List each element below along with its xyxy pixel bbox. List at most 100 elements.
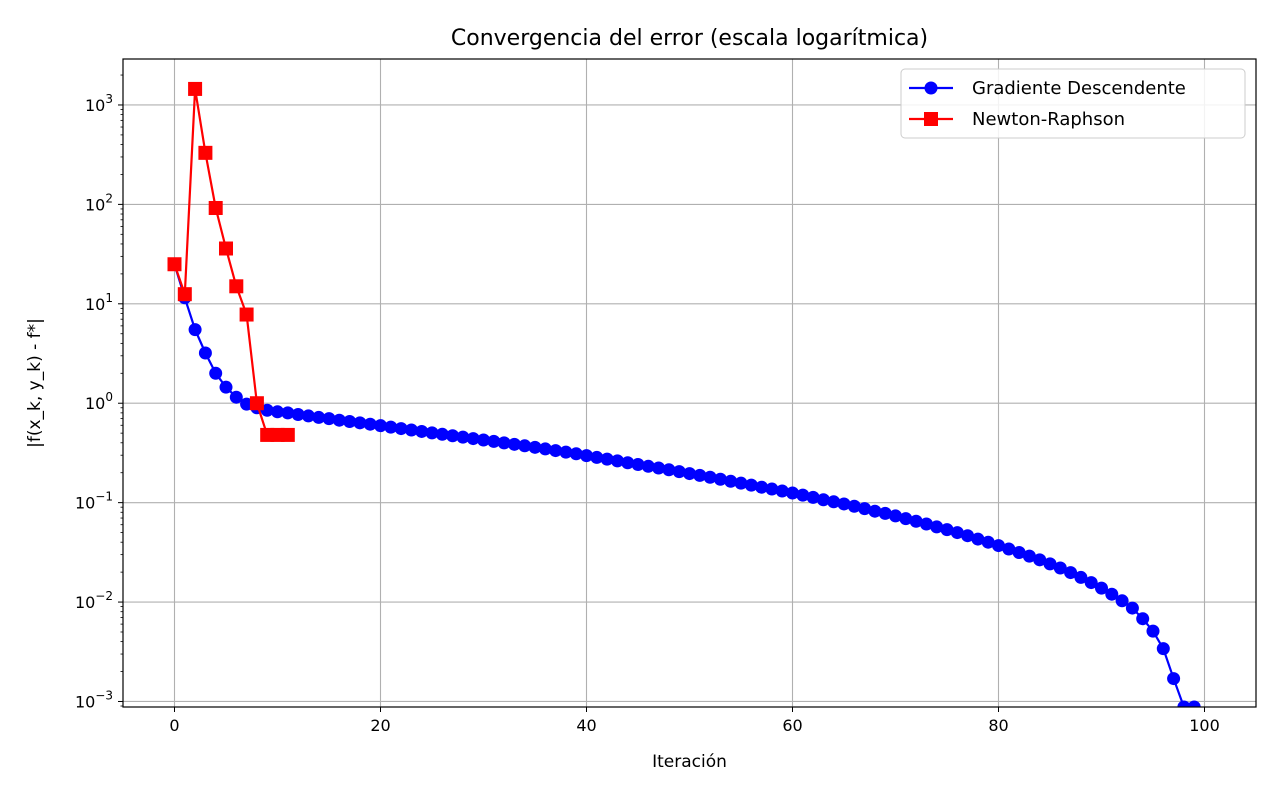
data-point <box>528 440 542 454</box>
data-point <box>827 495 841 509</box>
data-point <box>806 490 820 504</box>
data-point <box>1115 594 1129 608</box>
data-point <box>322 412 336 426</box>
data-point <box>992 539 1005 553</box>
data-point <box>239 307 254 322</box>
x-axis-title: Iteración <box>652 752 727 772</box>
x-tick-label: 60 <box>782 716 802 735</box>
data-point <box>765 482 779 496</box>
data-point <box>538 442 552 456</box>
data-point <box>507 437 521 451</box>
data-point <box>353 416 367 430</box>
data-point <box>312 410 326 424</box>
data-point <box>281 406 295 420</box>
data-point <box>332 413 346 427</box>
legend-marker <box>924 81 938 95</box>
data-point <box>889 509 902 523</box>
data-point <box>672 465 686 479</box>
data-point <box>415 424 429 438</box>
data-point <box>363 417 377 431</box>
data-point <box>1167 672 1181 686</box>
data-point <box>219 380 233 394</box>
data-point <box>425 426 439 440</box>
y-tick-label: 100 <box>85 390 113 413</box>
data-point <box>899 512 913 526</box>
data-point <box>549 444 563 458</box>
series-2 <box>167 81 295 442</box>
data-point <box>837 497 851 511</box>
y-axis-title: |f(x_k, y_k) - f*| <box>25 318 45 448</box>
x-tick-label: 100 <box>1189 716 1220 735</box>
x-tick-label: 20 <box>370 716 390 735</box>
data-point <box>590 450 604 464</box>
data-point <box>229 279 244 294</box>
data-point <box>188 323 202 337</box>
data-point <box>271 405 284 419</box>
data-point <box>1105 587 1119 601</box>
series-layer <box>167 81 1201 707</box>
x-tick-label: 0 <box>169 716 179 735</box>
data-point <box>291 408 305 422</box>
data-point <box>404 423 418 437</box>
data-point <box>981 535 995 549</box>
legend-label: Gradiente Descendente <box>972 78 1186 99</box>
data-point <box>878 506 892 520</box>
data-point <box>713 472 727 486</box>
data-point <box>868 504 882 518</box>
data-point <box>1053 561 1067 575</box>
data-point <box>249 396 264 411</box>
legend-box <box>900 68 1246 139</box>
data-point <box>1074 570 1088 584</box>
grid-layer <box>123 59 1256 707</box>
data-point <box>466 432 480 446</box>
data-point <box>971 532 985 546</box>
data-point <box>209 366 223 380</box>
data-point <box>1033 553 1047 567</box>
data-point <box>961 529 975 543</box>
data-point <box>919 517 933 531</box>
data-point <box>435 427 449 441</box>
data-point <box>477 433 490 447</box>
data-point <box>755 480 769 494</box>
data-point <box>280 427 295 442</box>
plot-frame <box>122 58 1257 708</box>
data-point <box>652 461 666 475</box>
data-point <box>796 488 810 502</box>
data-point <box>188 81 203 96</box>
data-point <box>497 436 511 450</box>
data-point <box>1156 642 1170 656</box>
data-point <box>208 200 223 215</box>
data-point <box>1084 576 1098 590</box>
data-point <box>374 419 387 433</box>
data-point <box>343 414 357 428</box>
y-tick-label: 10−2 <box>75 589 113 612</box>
legend: Gradiente Descendente Newton-Raphson <box>900 68 1246 139</box>
ticks-layer: 0 20 40 60 80 100 10−3 10−2 10−1 100 101 102 103 <box>75 74 1220 735</box>
data-point <box>198 145 213 160</box>
data-point <box>744 478 758 492</box>
data-point <box>1064 566 1078 580</box>
y-tick-label: 101 <box>85 291 113 314</box>
data-point <box>487 434 501 448</box>
x-tick-label: 40 <box>576 716 596 735</box>
data-point <box>734 476 748 490</box>
y-tick-label: 103 <box>85 92 113 115</box>
series-1 <box>168 257 1201 707</box>
x-tick-label: 80 <box>988 716 1008 735</box>
data-point <box>240 397 254 411</box>
data-point <box>724 474 738 488</box>
chart-title: Convergencia del error (escala logarítmi… <box>451 26 928 51</box>
data-point <box>456 430 470 444</box>
data-point <box>446 429 460 443</box>
data-point <box>1022 549 1036 563</box>
data-point <box>631 457 645 471</box>
data-point <box>858 502 872 516</box>
data-point <box>621 456 635 470</box>
data-point <box>683 467 696 481</box>
data-point <box>600 452 614 466</box>
legend-label: Newton-Raphson <box>972 109 1125 130</box>
data-point <box>641 459 655 473</box>
data-point <box>384 420 398 434</box>
data-point <box>580 449 593 463</box>
y-tick-label: 10−1 <box>75 490 113 513</box>
